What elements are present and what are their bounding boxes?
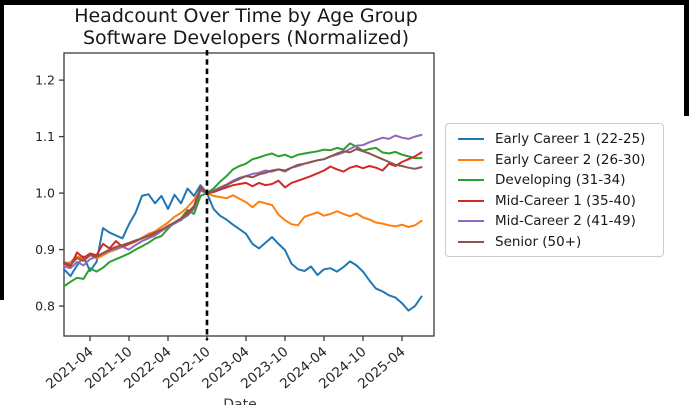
chart-title-line2: Software Developers (Normalized) — [82, 27, 410, 49]
legend-label: Mid-Career 2 (41-49) — [495, 213, 636, 230]
y-tick-label: 1.0 — [35, 186, 55, 201]
series-line-senior — [63, 148, 423, 266]
legend-line-swatch — [458, 158, 484, 161]
plot-border — [63, 52, 435, 337]
legend-entry-developing: Developing (31-34) — [452, 170, 663, 191]
y-tick-label: 1.1 — [35, 129, 55, 144]
chart-title: Headcount Over Time by Age Group Softwar… — [0, 5, 492, 49]
legend-line-swatch — [458, 199, 484, 202]
legend-label: Developing (31-34) — [495, 172, 626, 189]
legend-entry-mid-career-1: Mid-Career 1 (35-40) — [452, 191, 663, 212]
series-line-early-career-2 — [63, 189, 423, 266]
letterbox-left — [0, 0, 4, 300]
series-line-mid-career-2 — [63, 133, 423, 270]
legend-entry-early-career-1: Early Career 1 (22-25) — [452, 129, 663, 150]
y-tick-label: 0.8 — [35, 299, 55, 314]
legend-line-swatch — [458, 220, 484, 223]
series-line-early-career-1 — [63, 184, 423, 312]
legend-entry-early-career-2: Early Career 2 (26-30) — [452, 150, 663, 171]
legend-label: Senior (50+) — [495, 233, 582, 250]
legend-line-swatch — [458, 179, 484, 182]
legend-label: Early Career 2 (26-30) — [495, 151, 646, 168]
legend-label: Early Career 1 (22-25) — [495, 131, 646, 148]
series-line-developing — [63, 142, 423, 288]
y-tick-label: 1.2 — [35, 73, 55, 88]
y-tick-label: 0.9 — [35, 242, 55, 257]
chart-legend: Early Career 1 (22-25) Early Career 2 (26… — [445, 123, 664, 257]
x-axis-label: Date — [223, 397, 256, 405]
legend-label: Mid-Career 1 (35-40) — [495, 192, 636, 209]
legend-entry-senior: Senior (50+) — [452, 232, 663, 253]
legend-line-swatch — [458, 138, 484, 141]
legend-entry-mid-career-2: Mid-Career 2 (41-49) — [452, 211, 663, 232]
letterbox-right — [684, 0, 689, 116]
chart-title-line1: Headcount Over Time by Age Group — [74, 5, 418, 27]
legend-line-swatch — [458, 240, 484, 243]
letterbox-top — [0, 0, 689, 5]
